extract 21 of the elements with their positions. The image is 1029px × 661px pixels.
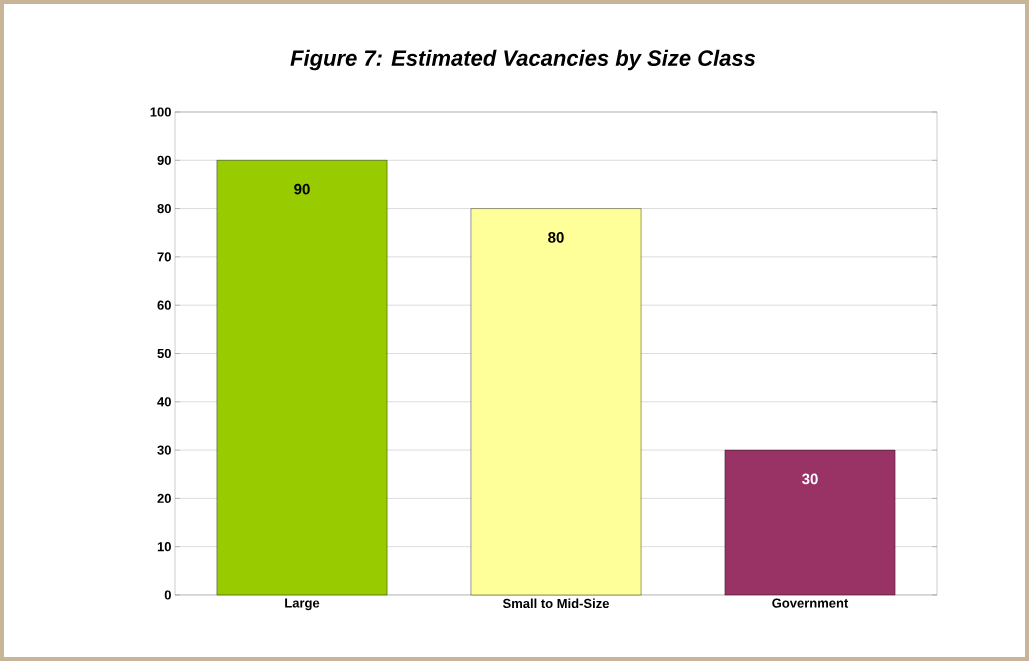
chart-title: Figure 7: Estimated Vacancies by Size Class xyxy=(290,49,756,71)
y-tick-label: 90 xyxy=(157,155,171,165)
bar xyxy=(216,160,388,596)
y-tick-label: 20 xyxy=(157,493,171,503)
bar xyxy=(724,449,896,596)
data-label: 80 xyxy=(548,232,564,243)
y-tick-label: 70 xyxy=(157,252,171,262)
y-tick-label: 30 xyxy=(157,445,171,455)
x-tick-label: Small to Mid-Size xyxy=(502,598,610,609)
y-tick-label: 80 xyxy=(157,203,171,214)
y-tick-label: 100 xyxy=(150,107,171,117)
y-tick-label: 40 xyxy=(157,397,171,407)
y-tick-label: 10 xyxy=(157,542,171,552)
data-label: 90 xyxy=(294,183,310,195)
y-tick-label: 0 xyxy=(164,590,171,600)
y-tick-label: 60 xyxy=(157,300,171,310)
data-label: 30 xyxy=(802,473,818,485)
x-tick-label: Government xyxy=(772,598,849,608)
x-tick-label: Large xyxy=(285,598,320,611)
bar xyxy=(470,208,642,596)
y-tick-label: 50 xyxy=(157,348,171,359)
